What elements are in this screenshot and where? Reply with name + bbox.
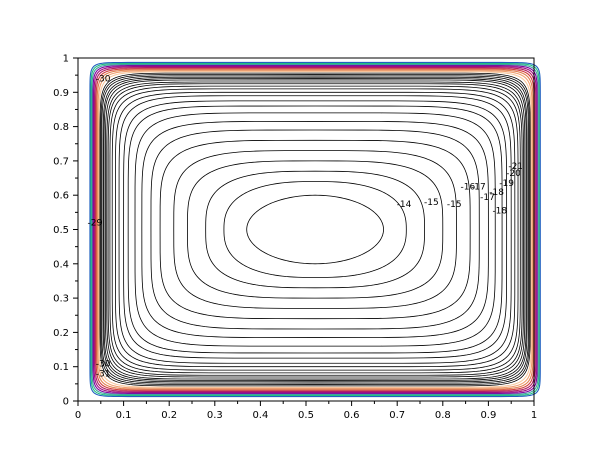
contour-line <box>159 139 471 320</box>
edge-band <box>93 66 537 393</box>
contour-label: -17 <box>480 193 495 203</box>
x-tick-label: 0 <box>75 410 81 421</box>
contour-label: -18 <box>489 188 504 198</box>
edge-color-bands <box>89 61 541 398</box>
contour-line <box>99 72 531 387</box>
contour-label: -31 <box>96 370 111 380</box>
edge-band <box>95 68 535 391</box>
contour-line <box>187 160 444 299</box>
contour-line <box>127 105 503 354</box>
x-tick-label: 0.7 <box>389 410 405 421</box>
contour-line <box>223 181 407 278</box>
y-tick-label: 0.1 <box>53 362 69 373</box>
contour-label: -30 <box>96 359 111 369</box>
contour-line <box>101 75 529 384</box>
contour-line <box>118 95 512 364</box>
contour-label: -21 <box>508 162 523 172</box>
contour-label: -15 <box>447 200 462 210</box>
contour-label: -15 <box>424 198 439 208</box>
y-tick-label: 0.8 <box>53 122 69 133</box>
contour-label: -16 <box>461 183 476 193</box>
y-tick-label: 1 <box>63 54 69 65</box>
y-tick-label: 0.2 <box>53 328 69 339</box>
y-tick-label: 0.7 <box>53 156 69 167</box>
y-tick-label: 0.5 <box>53 225 69 236</box>
contour-line <box>111 88 519 371</box>
contour-line <box>100 74 530 385</box>
edge-band <box>98 71 532 388</box>
y-tick-label: 0.4 <box>53 259 69 270</box>
contour-line <box>123 100 508 359</box>
contour-lines <box>99 72 531 387</box>
edge-band <box>96 69 534 390</box>
contour-line <box>150 129 480 330</box>
y-axis: 0 0.1 0.2 0.3 0.4 0.5 0.6 0.7 0.8 0.9 1 <box>53 54 78 408</box>
x-tick-label: 0.6 <box>344 410 360 421</box>
contour-line <box>104 79 526 380</box>
x-tick-label: 0.2 <box>161 410 177 421</box>
edge-band <box>89 61 541 398</box>
edge-band <box>90 62 540 397</box>
edge-band <box>91 63 539 396</box>
contour-line <box>141 121 489 338</box>
contour-line <box>134 112 496 347</box>
edge-band <box>97 70 533 389</box>
x-tick-label: 0.4 <box>252 410 268 421</box>
contour-line <box>205 170 425 289</box>
y-tick-label: 0.9 <box>53 88 69 99</box>
y-tick-label: 0.6 <box>53 191 69 202</box>
x-tick-label: 0.8 <box>435 410 451 421</box>
y-tick-label: 0 <box>63 397 69 408</box>
x-tick-label: 0.9 <box>480 410 496 421</box>
contour-label: -20 <box>506 169 521 179</box>
contour-line <box>107 83 523 376</box>
contour-line <box>106 81 524 378</box>
x-tick-label: 0.1 <box>116 410 132 421</box>
x-tick-label: 0.5 <box>298 410 314 421</box>
contour-label: -17 <box>471 183 486 193</box>
contour-label: -14 <box>397 200 412 210</box>
contour-line <box>246 194 384 265</box>
contour-line <box>109 85 521 374</box>
x-tick-label: 0.3 <box>207 410 223 421</box>
contour-line <box>102 76 528 383</box>
contour-labels: -14 -15 -15-16-17-17-18-18-19-20-21-30-29-… <box>88 75 524 380</box>
contour-label: -18 <box>492 207 507 217</box>
x-axis: 0 0.1 0.2 0.3 0.4 0.5 0.6 0.7 0.8 0.9 1 <box>75 401 537 421</box>
contour-line <box>114 91 516 368</box>
contour-line <box>103 78 527 381</box>
contour-line <box>173 150 457 309</box>
edge-band <box>94 67 536 392</box>
contour-label: -30 <box>96 75 111 85</box>
x-tick-label: 1 <box>531 410 537 421</box>
contour-label: -29 <box>88 219 103 229</box>
edge-band <box>92 64 538 395</box>
y-tick-label: 0.3 <box>53 294 69 305</box>
contour-label: -19 <box>499 179 514 189</box>
